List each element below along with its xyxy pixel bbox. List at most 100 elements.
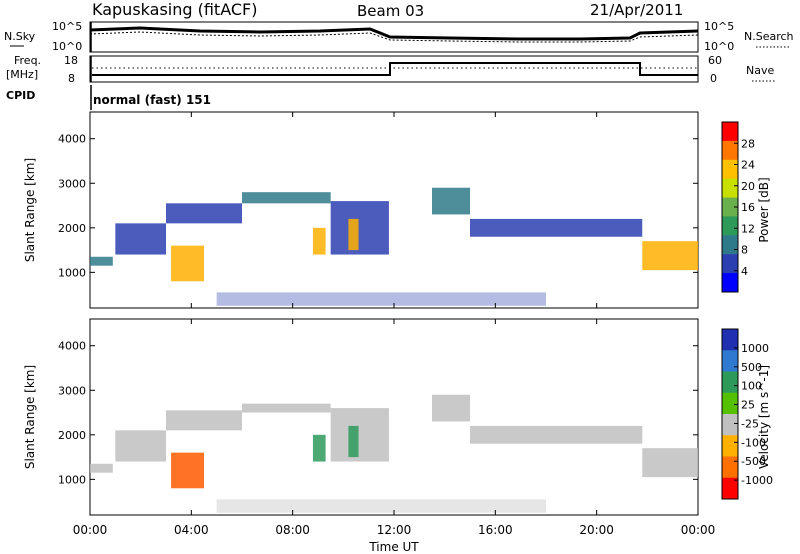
power-echo-band (171, 245, 204, 282)
time-axis-label: Time UT (368, 540, 419, 554)
velocity-echo-band (312, 434, 326, 462)
power-colorbar-tick-label: 8 (741, 244, 748, 257)
noise-left-tick-top: 10^5 (52, 20, 82, 33)
velocity-colorbar-tick-label: 100 (741, 380, 762, 393)
velocity-colorbar-segment (722, 456, 738, 479)
noise-search-trace (89, 31, 699, 43)
date-label: 21/Apr/2011 (590, 1, 683, 19)
freq-label-2: [MHz] (6, 68, 38, 81)
power-colorbar-segment (722, 273, 738, 293)
cpid-label: CPID (6, 89, 35, 102)
noise-left-label: N.Sky (4, 30, 36, 43)
power-ytick-label: 2000 (58, 222, 86, 235)
nave-label: Nave (746, 64, 774, 77)
power-colorbar-label: Power [dB] (757, 177, 771, 242)
time-tick-label: 04:00 (174, 523, 209, 537)
power-colorbar-tick-label: 16 (741, 201, 755, 214)
power-echo-band (242, 192, 331, 204)
noise-right-tick-bottom: 10^0 (704, 40, 734, 53)
power-colorbar-tick-label: 20 (741, 180, 755, 193)
velocity-colorbar-tick-label: 25 (741, 399, 755, 412)
velocity-echo-band (642, 448, 698, 478)
power-echo-band (115, 223, 166, 255)
velocity-echo-band (330, 408, 389, 462)
velocity-panel: 4000 3000 2000 1000 Slant Range [km] (23, 318, 699, 516)
power-colorbar-tick-label: 12 (741, 222, 755, 235)
station-title: Kapuskasing (fitACF) (92, 0, 257, 19)
power-colorbar-segment (722, 216, 738, 236)
power-colorbar-segment (722, 140, 738, 161)
velocity-echo-band (90, 463, 113, 473)
velocity-echo-band (432, 394, 470, 422)
time-tick-label: 08:00 (275, 523, 310, 537)
power-echo-band (166, 203, 242, 224)
velocity-colorbar-frame (721, 328, 739, 500)
nave-tick-bottom: 0 (710, 72, 717, 85)
velocity-colorbar-tick-label: 1000 (741, 342, 769, 355)
power-echo-band (348, 218, 359, 251)
velocity-colorbar-segment (722, 477, 738, 500)
power-colorbar-tick-label: 28 (741, 137, 755, 150)
noise-right-tick-top: 10^5 (704, 20, 734, 33)
time-tick-label: 20:00 (579, 523, 614, 537)
velocity-echo-band (470, 425, 643, 444)
velocity-colorbar-segment (722, 392, 738, 415)
power-ylabel: Slant Range [km] (23, 158, 37, 262)
velocity-colorbar-segment (722, 329, 738, 351)
time-tick-label: 00:00 (681, 523, 716, 537)
power-ytick-label: 4000 (58, 133, 86, 146)
velocity-echo-band (166, 410, 242, 431)
velocity-ytick-label: 2000 (58, 429, 86, 442)
velocity-colorbar-tick-label: -25 (741, 417, 759, 430)
power-colorbar: 28 24 20 16 12 8 4 (721, 121, 755, 293)
power-colorbar-segment (722, 122, 738, 142)
velocity-colorbar-tick-label: 500 (741, 361, 762, 374)
power-panel: 4000 3000 2000 1000 Slant Range [km] (23, 111, 699, 309)
velocity-colorbar-tick-label: -500 (741, 455, 766, 468)
noise-sky-trace (89, 26, 699, 41)
freq-tick-bottom: 8 (68, 72, 75, 85)
noise-panel-frame (89, 21, 699, 53)
velocity-colorbar: 1000 500 100 25 -25 -100 -500 -1000 (721, 328, 773, 500)
cpid-text: normal (fast) 151 (93, 93, 211, 107)
power-colorbar-segment (722, 197, 738, 217)
power-ytick-label: 3000 (58, 177, 86, 190)
velocity-ytick-label: 3000 (58, 384, 86, 397)
freq-trace (92, 62, 698, 76)
time-tick-label: 00:00 (73, 523, 108, 537)
power-colorbar-segment (722, 254, 738, 274)
power-colorbar-tick-label: 24 (741, 159, 755, 172)
beam-label: Beam 03 (357, 2, 424, 20)
velocity-colorbar-segment (722, 435, 738, 457)
velocity-colorbar-tick-label: -100 (741, 436, 766, 449)
velocity-ytick-label: 1000 (58, 473, 86, 486)
power-ytick-label: 1000 (58, 266, 86, 279)
power-echo-band (432, 187, 470, 215)
power-colorbar-segment (722, 159, 738, 180)
velocity-echo-band (242, 403, 331, 413)
power-echo-band (470, 218, 643, 237)
time-tick-label: 12:00 (377, 523, 412, 537)
time-axis: 00:00 04:00 08:00 12:00 16:00 20:00 00:00 (73, 112, 716, 537)
freq-label-1: Freq. (14, 54, 41, 67)
velocity-echo-band (216, 499, 546, 513)
velocity-ytick-label: 4000 (58, 340, 86, 353)
power-echo-band (216, 292, 546, 306)
velocity-colorbar-segment (722, 350, 738, 372)
time-tick-label: 16:00 (478, 523, 513, 537)
freq-panel-frame (89, 55, 699, 83)
power-echo-band (312, 227, 326, 255)
noise-right-label: N.Search (744, 30, 794, 43)
velocity-colorbar-tick-label: -1000 (741, 474, 773, 487)
velocity-colorbar-segment (722, 371, 738, 394)
nave-tick-top: 60 (708, 54, 722, 67)
velocity-colorbar-label: Velocity [m s^-1] (757, 365, 771, 469)
power-colorbar-segment (722, 178, 738, 199)
velocity-echo-band (115, 430, 166, 462)
noise-left-tick-bottom: 10^0 (52, 40, 82, 53)
power-colorbar-segment (722, 235, 738, 255)
velocity-echo-band (171, 452, 204, 489)
power-echo-band (642, 241, 698, 271)
power-colorbar-tick-label: 4 (741, 265, 748, 278)
